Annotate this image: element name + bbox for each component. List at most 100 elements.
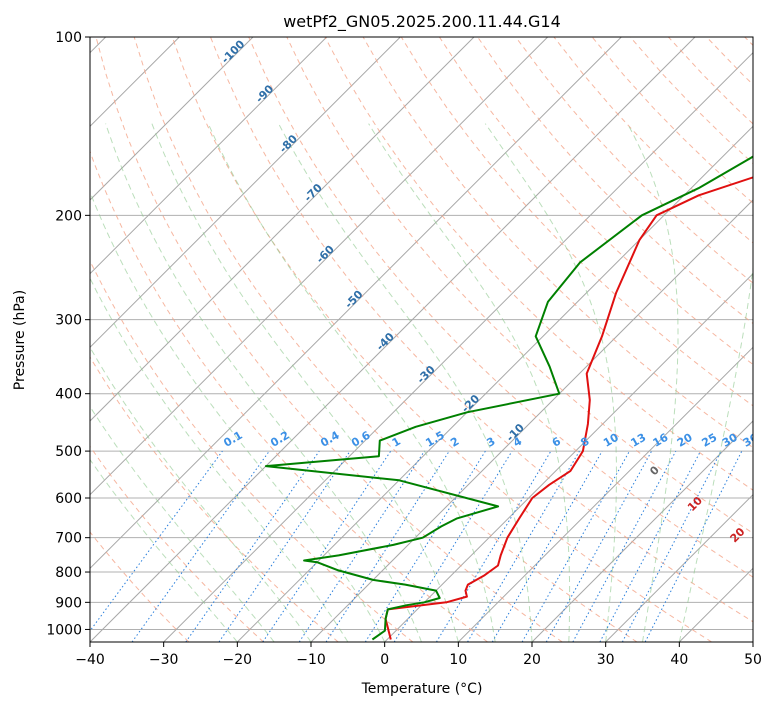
moist-adiabat xyxy=(278,123,533,642)
y-axis: 100 200 300 400 500 600 700 800 900 1000 xyxy=(46,30,90,638)
dry-adiabat xyxy=(90,445,264,642)
mixing-ratio-line xyxy=(298,450,425,642)
dry-adiabat xyxy=(90,356,339,642)
mixing-ratio-line xyxy=(644,450,743,642)
x-tick-label: −20 xyxy=(223,652,253,668)
mixing-ratio-label: 0.6 xyxy=(349,429,373,450)
y-tick-label: 1000 xyxy=(46,622,82,638)
moist-adiabat xyxy=(90,346,312,642)
x-tick-label: 0 xyxy=(380,652,389,668)
dry-adiabat xyxy=(400,37,753,407)
mixing-ratio-label: 2 xyxy=(448,435,461,450)
dry-adiabat xyxy=(438,37,753,366)
isotherm-gridline xyxy=(163,51,753,642)
mixing-ratio-line xyxy=(467,450,580,642)
x-tick-label: 20 xyxy=(523,652,541,668)
dry-adiabat xyxy=(591,37,753,204)
mixing-ratio-line xyxy=(545,450,653,642)
dry-adiabat xyxy=(171,37,712,642)
moist-adiabat xyxy=(678,264,753,642)
y-tick-label: 700 xyxy=(55,531,82,547)
dry-adiabat xyxy=(90,531,190,642)
dry-adiabat-label: -40 xyxy=(374,330,397,353)
y-tick-label: 300 xyxy=(55,313,82,329)
moist-adiabat xyxy=(90,190,386,642)
mixing-ratio-line xyxy=(364,450,486,642)
x-tick-label: 40 xyxy=(670,652,688,668)
x-tick-label: 10 xyxy=(449,652,467,668)
x-tick-label: 50 xyxy=(744,652,762,668)
mixing-ratio-label: 3 xyxy=(484,435,497,450)
dry-adiabat-label: -60 xyxy=(314,242,337,265)
isotherm-gridline xyxy=(90,37,401,349)
moist-adiabat xyxy=(90,277,349,642)
moist-adiabat xyxy=(627,123,679,642)
background-reference-lines xyxy=(90,37,753,642)
mixing-ratio-label: 1 xyxy=(390,435,403,450)
moist-adiabat xyxy=(207,123,496,642)
mixing-ratio-line xyxy=(90,450,223,632)
y-tick-label: 600 xyxy=(55,491,82,507)
dry-adiabat xyxy=(744,37,753,46)
mixing-ratio-line xyxy=(131,450,270,642)
mixing-ratio-label: 0.4 xyxy=(318,429,342,450)
y-tick-label: 500 xyxy=(55,444,82,460)
moist-adiabat xyxy=(368,123,571,642)
isotherm-gridline xyxy=(384,272,753,642)
y-tick-label: 200 xyxy=(55,208,82,224)
x-tick-label: 30 xyxy=(597,652,615,668)
dry-adiabat xyxy=(90,150,488,642)
dry-adiabat xyxy=(248,37,753,578)
dry-adiabat xyxy=(95,37,563,642)
x-tick-label: −30 xyxy=(149,652,179,668)
dry-adiabat-label: -90 xyxy=(253,82,276,105)
dry-adiabat xyxy=(706,37,753,86)
isotherm-gridline xyxy=(752,641,753,642)
plot-frame xyxy=(89,36,754,643)
mixing-ratio-line xyxy=(599,450,701,642)
isotherm-gridline xyxy=(605,493,753,642)
series-line-1 xyxy=(384,176,753,640)
x-axis: −40 −30 −20 −10 0 10 20 30 40 50 xyxy=(75,642,762,668)
chart-title: wetPf2_GN05.2025.200.11.44.G14 xyxy=(283,12,561,32)
isotherm-gridline xyxy=(457,346,753,642)
dry-adiabat-label: -70 xyxy=(302,181,325,204)
y-tick-label: 400 xyxy=(55,387,82,403)
dry-adiabat-label: 20 xyxy=(728,525,748,545)
series-line-2 xyxy=(264,155,753,641)
dry-adiabat-label: -100 xyxy=(219,37,248,66)
dry-adiabat-label: 0 xyxy=(647,463,662,478)
x-tick-label: −10 xyxy=(296,652,326,668)
moist-adiabat xyxy=(105,123,422,642)
y-tick-label: 800 xyxy=(55,565,82,581)
isotherm-gridline xyxy=(90,37,254,201)
x-tick-label: −40 xyxy=(75,652,105,668)
dry-adiabat xyxy=(90,259,414,642)
mixing-ratio-label: 25 xyxy=(700,431,720,450)
mixing-ratio-line xyxy=(325,450,450,642)
mixing-ratio-line xyxy=(521,450,630,642)
dry-adiabat xyxy=(210,37,753,623)
mixing-ratio-label: 36 xyxy=(741,431,761,450)
mixing-ratio-line xyxy=(491,450,603,642)
x-axis-label: Temperature (°C) xyxy=(361,681,483,697)
mixing-ratio-label: 0.1 xyxy=(221,429,244,450)
dry-adiabat xyxy=(515,37,753,284)
dry-adiabat xyxy=(553,37,753,244)
mixing-ratio-label: 6 xyxy=(550,434,563,449)
isotherm-gridline xyxy=(678,567,753,642)
y-axis-label: Pressure (hPa) xyxy=(12,290,28,390)
dry-adiabat-label: 10 xyxy=(685,494,705,514)
isotherm-gridline xyxy=(90,37,328,275)
y-tick-label: 100 xyxy=(55,30,82,46)
moist-adiabat xyxy=(90,405,275,642)
moist-adiabat xyxy=(90,458,238,642)
sounding-lines xyxy=(264,155,753,641)
mixing-ratio-line xyxy=(185,450,320,642)
dry-adiabat-label: -50 xyxy=(342,288,365,311)
isotherm-gridline xyxy=(236,125,753,642)
dry-adiabat-label: -10 xyxy=(504,421,527,444)
mixing-ratio-label: 0.2 xyxy=(268,429,291,450)
mixing-ratio-line xyxy=(393,450,513,642)
